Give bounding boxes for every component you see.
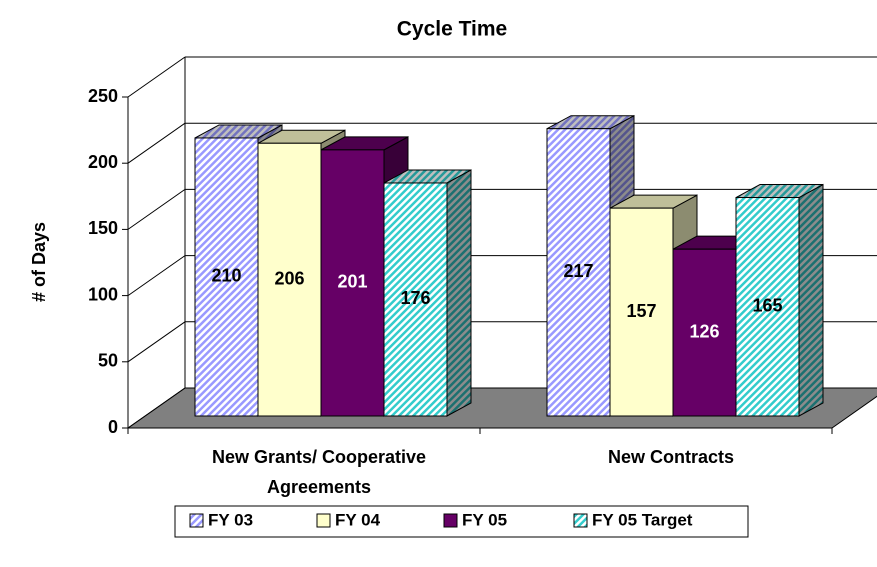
legend-swatch (316, 513, 331, 528)
legend-swatch (189, 513, 204, 528)
y-tick-label: 0 (108, 417, 118, 437)
data-label: 217 (563, 261, 593, 281)
y-tick-label: 150 (88, 218, 118, 238)
data-label: 201 (337, 272, 367, 292)
legend-label: FY 05 Target (592, 510, 693, 529)
grid-line-side (127, 255, 186, 297)
grid-line-side (127, 188, 186, 230)
bar (383, 182, 448, 417)
legend-label: FY 04 (335, 510, 381, 529)
data-label: 210 (211, 266, 241, 286)
legend (174, 505, 749, 538)
data-label: 206 (274, 268, 304, 288)
legend-label: FY 05 (462, 510, 507, 529)
bar (672, 248, 737, 417)
legend-label: FY 03 (208, 510, 253, 529)
x-tick-label: New Grants/ Cooperative Agreements (212, 447, 426, 497)
bar (735, 197, 800, 417)
bar (320, 149, 385, 417)
grid-line-side (127, 56, 186, 98)
y-tick-label: 100 (88, 284, 118, 304)
y-tick-label: 50 (98, 351, 118, 371)
data-label: 165 (752, 296, 782, 316)
y-axis-label: # of Days (29, 222, 49, 302)
y-tick-label: 200 (88, 152, 118, 172)
data-label: 157 (626, 301, 656, 321)
bar (546, 128, 611, 417)
grid-line-side (127, 387, 186, 429)
bar-side (446, 169, 472, 417)
y-tick-label: 250 (88, 86, 118, 106)
data-label: 176 (400, 288, 430, 308)
chart-title: Cycle Time (397, 18, 508, 41)
legend-swatch (443, 513, 458, 528)
data-label: 126 (689, 321, 719, 341)
grid-line-side (127, 122, 186, 164)
x-tick-label: New Contracts (608, 447, 734, 467)
bar (609, 207, 674, 417)
legend-swatch (573, 513, 588, 528)
bar (194, 137, 259, 417)
bar-side (798, 183, 824, 417)
grid-line-side (127, 321, 186, 363)
